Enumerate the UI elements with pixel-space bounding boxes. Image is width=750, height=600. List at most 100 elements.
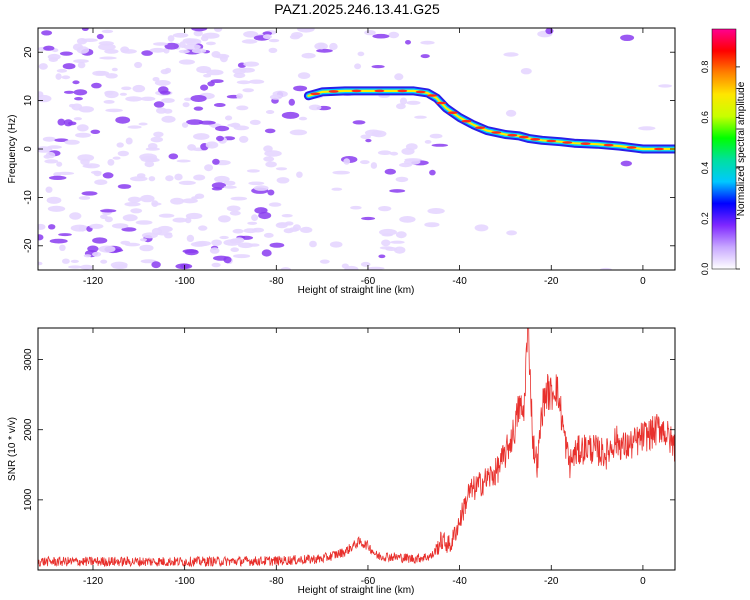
colorbar-tick-label: 0.6 — [700, 111, 710, 124]
spectrogram-noise-blob — [214, 175, 230, 183]
spectrogram-noise-blob — [48, 175, 67, 180]
spectrogram-noise-blob — [399, 216, 416, 223]
spectrogram-noise-blob — [377, 150, 392, 155]
spectrogram-noise-blob — [77, 61, 86, 69]
y-tick-label: -10 — [23, 190, 34, 205]
snr-x-axis: -120 -100 -80 -60 -40 -20 0 — [83, 328, 646, 587]
spectrogram-noise-blob — [56, 68, 68, 73]
y-tick-label: 20 — [23, 46, 34, 58]
spectrogram-noise-blob — [58, 233, 72, 237]
spectrogram-x-axis: -120 -100 -80 -60 -40 -20 0 — [83, 28, 646, 287]
spectrogram-ridge-peak — [475, 126, 486, 129]
spectrogram-noise-blob — [297, 72, 311, 79]
spectrogram-noise-blob — [42, 136, 56, 142]
spectrogram-noise-blob — [186, 234, 195, 242]
spectrogram-noise-blob — [125, 96, 143, 102]
spectrogram-noise-blob — [127, 196, 142, 203]
spectrogram-y-axis: -20 -10 0 10 20 — [23, 46, 675, 253]
spectrogram-ridge-peak — [447, 111, 458, 114]
spectrogram-noise-blob — [503, 52, 519, 57]
spectrogram-noise-blob — [172, 217, 188, 223]
spectrogram-noise-blob — [82, 164, 92, 168]
spectrogram-noise-blob — [319, 259, 330, 264]
spectrogram-noise-blob — [232, 68, 247, 75]
spectrogram-noise-blob — [215, 125, 230, 132]
spectrogram-noise-blob — [176, 159, 191, 163]
spectrogram-noise-blob — [429, 169, 436, 176]
spectrogram-noise-blob — [164, 42, 179, 50]
spectrogram-noise-blob — [263, 145, 273, 153]
spectrogram-noise-blob — [101, 29, 114, 34]
spectrogram-noise-blob — [139, 244, 154, 252]
spectrogram-noise-blob — [360, 160, 370, 165]
spectrogram-ridge-peak — [310, 92, 321, 96]
spectrogram-ridge-peak — [580, 142, 591, 145]
spectrogram-noise-blob — [92, 70, 106, 76]
spectrogram-noise-blob — [121, 227, 137, 232]
spectrogram-noise-blob — [329, 241, 343, 248]
spectrogram-noise-blob — [125, 137, 133, 145]
spectrogram-noise-blob — [178, 180, 196, 185]
spectrogram-noise-blob — [49, 238, 68, 244]
spectrogram-noise-blob — [381, 239, 391, 247]
spectrogram-noise-blob — [151, 227, 163, 235]
spectrogram-noise-blob — [83, 254, 92, 258]
spectrogram-noise-blob — [403, 159, 421, 165]
spectrogram-noise-blob — [175, 263, 193, 270]
spectrogram-noise-blob — [78, 106, 95, 113]
x-tick-label: -40 — [452, 576, 467, 587]
spectrogram-noise-blob — [122, 214, 138, 222]
spectrogram-noise-blob — [151, 202, 162, 206]
spectrogram-noise-blob — [272, 90, 288, 98]
spectrogram-noise-blob — [249, 243, 260, 247]
x-tick-label: -100 — [175, 276, 195, 287]
spectrogram-noise-blob — [275, 167, 288, 171]
spectrogram-noise-blob — [378, 254, 386, 259]
spectrogram-noise-blob — [116, 142, 124, 148]
spectrogram-noise-blob — [75, 132, 91, 138]
x-tick-label: -80 — [269, 576, 284, 587]
spectrogram-noise-blob — [229, 210, 241, 216]
spectrogram-ridge-peak — [518, 135, 529, 139]
spectrogram-noise-blob — [46, 196, 62, 204]
spectrogram-noise-blob — [243, 61, 260, 67]
spectrogram-noise-blob — [406, 100, 421, 105]
spectrogram-noise-blob — [103, 100, 115, 104]
spectrogram-noise-blob — [254, 207, 268, 214]
spectrogram-noise-blob — [45, 186, 53, 193]
spectrogram-noise-blob — [370, 162, 378, 169]
spectrogram-noise-blob — [119, 92, 127, 96]
spectrogram-noise-blob — [94, 179, 108, 185]
spectrogram-ridge-peak — [436, 101, 447, 105]
spectrogram-noise-blob — [185, 212, 203, 220]
spectrogram-noise-blob — [181, 122, 189, 128]
colorbar-gradient — [711, 28, 737, 270]
spectrogram-noise-blob — [223, 185, 237, 189]
spectrogram-noise-blob — [365, 138, 372, 143]
spectrogram-noise-blob — [78, 196, 91, 200]
spectrogram-ridge-peak — [562, 141, 573, 144]
spectrogram-noise-blob — [47, 145, 62, 149]
spectrogram-noise-blob — [159, 90, 171, 95]
spectrogram-noise-blob — [352, 120, 366, 125]
spectrogram-x-label: Height of straight line (km) — [298, 285, 415, 296]
spectrogram-noise-blob — [141, 50, 153, 56]
spectrogram-noise-blob — [297, 28, 315, 33]
spectrogram-noise-blob — [48, 57, 58, 62]
spectrogram-ridge — [303, 86, 675, 154]
spectrogram-noise-blob — [396, 103, 406, 110]
spectrogram-noise-blob — [253, 185, 269, 191]
x-tick-label: -80 — [269, 276, 284, 287]
spectrogram-noise-blob — [219, 235, 229, 240]
spectrogram-noise-blob — [117, 150, 129, 157]
spectrogram-noise-blob — [124, 202, 141, 207]
spectrogram-noise-blob — [431, 143, 449, 147]
spectrogram-noise-blob — [205, 41, 216, 46]
spectrogram-noise-blob — [427, 208, 445, 214]
y-tick-label: -20 — [23, 238, 34, 253]
spectrogram-noise-blob — [364, 129, 382, 137]
spectrogram-noise-blob — [211, 262, 221, 268]
spectrogram-noise-blob — [638, 126, 656, 131]
spectrogram-noise-blob — [212, 158, 220, 165]
